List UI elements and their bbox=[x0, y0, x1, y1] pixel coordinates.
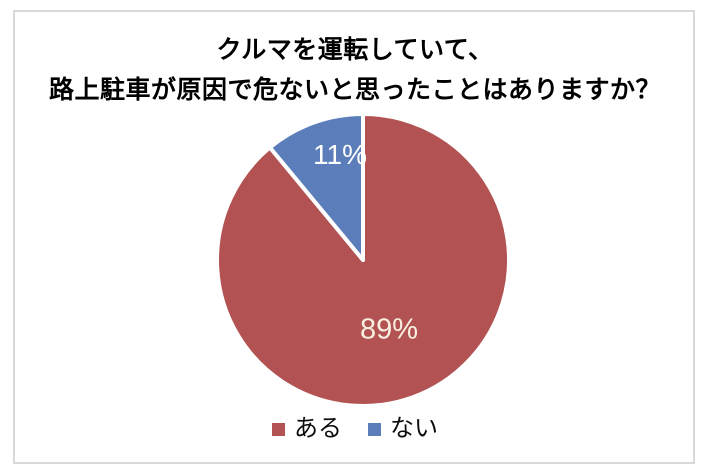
chart-legend: ある ない bbox=[0, 417, 710, 441]
legend-label-nai-no: ない bbox=[390, 415, 438, 442]
chart-title: クルマを運転していて、 路上駐車が原因で危ないと思ったことはありますか？ bbox=[0, 30, 710, 110]
chart-title-line-1: クルマを運転していて、 bbox=[216, 36, 494, 64]
pie-chart bbox=[215, 112, 512, 408]
chart-title-line-2: 路上駐車が原因で危ないと思ったことはありますか？ bbox=[48, 76, 661, 104]
legend-item-aru-yes: ある bbox=[272, 417, 342, 441]
legend-label-aru-yes: ある bbox=[294, 415, 342, 442]
legend-swatch-aru-yes-icon bbox=[272, 422, 285, 436]
pie-label-nai-no: 11% bbox=[313, 139, 367, 170]
pie-label-aru-yes: 89% bbox=[359, 313, 419, 346]
legend-swatch-nai-no-icon bbox=[368, 422, 381, 436]
legend-item-nai-no: ない bbox=[368, 417, 438, 441]
pie-slice-nai-no bbox=[267, 112, 365, 262]
